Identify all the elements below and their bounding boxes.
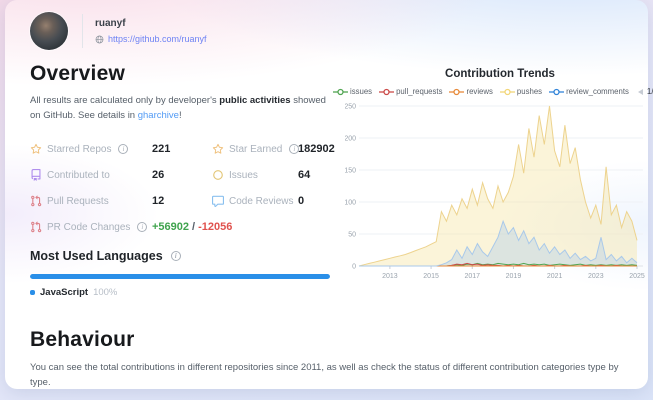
overview-desc-mid: showed on GitHub. See details in — [30, 95, 326, 121]
legend-pushes-icon — [499, 88, 515, 96]
stat-pull-requests-value: 12 — [152, 195, 165, 207]
svg-text:250: 250 — [345, 104, 356, 111]
svg-text:150: 150 — [345, 168, 356, 175]
stat-contributed-to-value: 26 — [152, 169, 165, 181]
overview-description: All results are calculated only by devel… — [30, 94, 326, 123]
overview-title: Overview — [30, 62, 125, 85]
svg-text:0: 0 — [352, 264, 356, 271]
legend-label: review_comments — [566, 87, 629, 96]
star-icon — [30, 143, 42, 155]
languages-title: Most Used Languages — [30, 249, 163, 263]
svg-text:2025: 2025 — [629, 273, 645, 280]
stat-label: Pull Requests — [47, 195, 109, 207]
stat-label: Star Earned — [229, 143, 283, 155]
legend-pull-requests-icon — [379, 88, 395, 96]
stat-pr-code-changes: PR Code Changes — [30, 214, 152, 240]
stat-label: Starred Repos — [47, 143, 112, 155]
main-card: ruanyf https://github.com/ruanyf Overvie… — [5, 0, 653, 389]
svg-text:2021: 2021 — [547, 273, 563, 280]
svg-text:2019: 2019 — [506, 273, 522, 280]
diff-deletions: -12056 — [198, 221, 233, 233]
legend-label: reviews — [466, 87, 493, 96]
comment-icon — [212, 195, 224, 207]
info-icon[interactable] — [137, 222, 148, 232]
language-name: JavaScript — [40, 287, 89, 298]
issue-icon — [212, 169, 224, 181]
language-bar-fill — [30, 274, 330, 279]
chart-title: Contribution Trends — [445, 68, 555, 80]
behaviour-title: Behaviour — [30, 328, 135, 351]
languages-title-row: Most Used Languages — [30, 249, 181, 263]
legend-prev-icon[interactable] — [637, 88, 643, 95]
behaviour-description: You can see the total contributions in d… — [30, 362, 619, 388]
stat-label: Issues — [229, 169, 258, 181]
stat-code-reviews: Code Reviews — [212, 188, 298, 214]
legend-item-pushes[interactable]: pushes — [499, 87, 543, 96]
svg-text:2015: 2015 — [423, 273, 439, 280]
info-icon[interactable] — [170, 251, 181, 261]
svg-text:50: 50 — [348, 232, 356, 239]
language-percent: 100% — [93, 287, 118, 298]
info-icon[interactable] — [289, 144, 300, 154]
language-dot-icon — [30, 290, 35, 295]
pull-request-icon — [30, 195, 42, 207]
svg-text:2013: 2013 — [382, 273, 398, 280]
svg-text:200: 200 — [345, 136, 356, 143]
star-icon — [212, 143, 224, 155]
legend-item-issues[interactable]: issues — [332, 87, 373, 96]
stat-label: Code Reviews — [229, 195, 294, 207]
trend-chart-svg: 0 50 100 150 200 250 2013 2015 2017 2019 2021 2023 2… — [345, 104, 645, 281]
legend-item-reviews[interactable]: reviews — [449, 87, 493, 96]
pull-request-icon — [30, 221, 42, 233]
gharchive-link[interactable]: gharchive — [137, 109, 179, 121]
svg-text:2017: 2017 — [464, 273, 480, 280]
info-icon[interactable] — [118, 144, 129, 154]
stat-star-earned: Star Earned — [212, 136, 300, 162]
diff-additions: +56902 — [152, 221, 190, 233]
stat-issues-value: 64 — [298, 169, 311, 181]
divider — [82, 14, 83, 48]
username: ruanyf — [95, 18, 126, 29]
language-item: JavaScript 100% — [30, 287, 117, 298]
chart-legend: issues pull_requests reviews pushes revi… — [332, 87, 653, 96]
contribution-trends-panel: Contribution Trends issues pull_requests… — [332, 68, 653, 285]
stat-contributed-to: Contributed to — [30, 162, 152, 188]
legend-label: pushes — [516, 87, 543, 96]
stat-code-reviews-value: 0 — [298, 195, 305, 207]
profile-header: ruanyf https://github.com/ruanyf — [30, 12, 207, 50]
diff-separator: / — [192, 221, 196, 233]
legend-review-comments-icon — [549, 88, 565, 96]
overview-desc-bold: public activities — [219, 95, 291, 106]
legend-page-indicator: 1/2 — [646, 87, 653, 96]
svg-text:2023: 2023 — [588, 273, 604, 280]
stat-issues: Issues — [212, 162, 298, 188]
legend-label: issues — [349, 87, 373, 96]
repo-icon — [30, 169, 42, 181]
website-link[interactable]: https://github.com/ruanyf — [108, 34, 207, 44]
language-bar — [30, 274, 330, 279]
stat-starred-repos-value: 221 — [152, 143, 171, 155]
stat-starred-repos: Starred Repos — [30, 136, 152, 162]
stat-pull-requests: Pull Requests — [30, 188, 152, 214]
stat-label: Contributed to — [47, 169, 110, 181]
stats-grid: Starred Repos 221 Star Earned 182902 Con… — [30, 136, 335, 240]
stat-label: PR Code Changes — [47, 221, 131, 233]
globe-icon — [95, 35, 104, 44]
overview-desc-suffix: ! — [178, 109, 182, 121]
legend-issues-icon — [332, 88, 348, 96]
stat-pr-code-changes-value: +56902 / -12056 — [152, 214, 335, 240]
legend-item-review-comments[interactable]: review_comments — [549, 87, 629, 96]
avatar — [30, 12, 68, 50]
svg-text:100: 100 — [345, 200, 356, 207]
legend-label: pull_requests — [396, 87, 443, 96]
stat-star-earned-value: 182902 — [298, 143, 335, 155]
overview-desc-prefix: All results are calculated only by devel… — [30, 95, 220, 106]
legend-reviews-icon — [449, 88, 465, 96]
legend-item-pull-requests[interactable]: pull_requests — [379, 87, 442, 96]
